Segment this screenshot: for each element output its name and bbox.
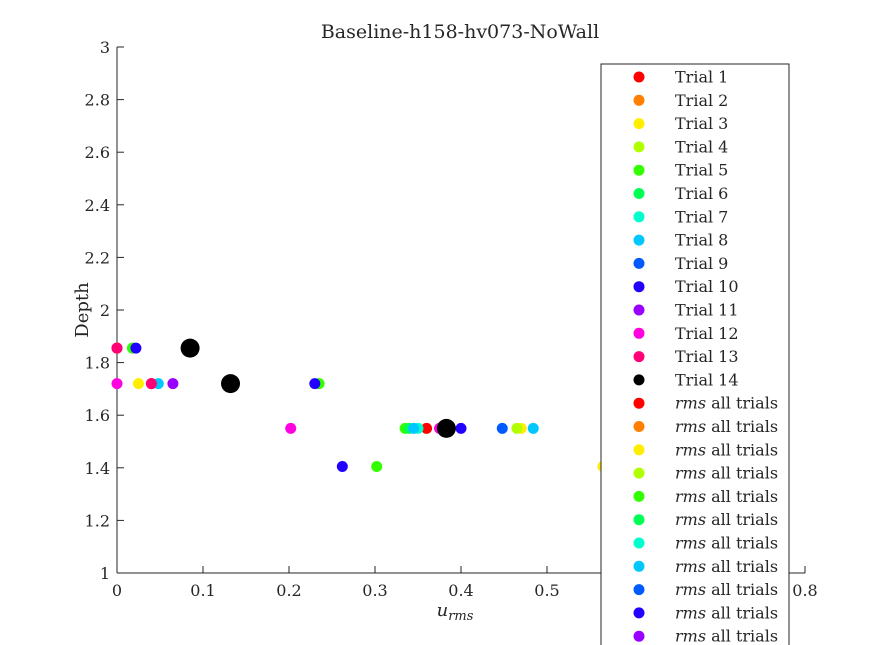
data-point bbox=[527, 422, 539, 434]
data-point bbox=[111, 378, 123, 390]
y-tick-label: 2.4 bbox=[85, 196, 110, 215]
legend-label: rms all trials bbox=[675, 464, 778, 483]
y-tick-label: 3 bbox=[100, 38, 110, 57]
legend-marker bbox=[633, 444, 645, 456]
legend-marker bbox=[633, 304, 645, 316]
y-tick-label: 1.4 bbox=[85, 459, 110, 478]
legend-marker bbox=[633, 141, 645, 153]
legend-label: Trial 13 bbox=[675, 347, 739, 366]
data-point bbox=[436, 418, 456, 438]
legend-marker bbox=[633, 234, 645, 246]
legend-label: rms all trials bbox=[675, 557, 778, 576]
legend-marker bbox=[633, 374, 645, 386]
legend-marker bbox=[633, 490, 645, 502]
legend-label: Trial 7 bbox=[675, 207, 728, 226]
data-point bbox=[111, 342, 123, 354]
legend-marker bbox=[633, 421, 645, 432]
x-axis-label-main: u bbox=[437, 600, 449, 621]
legend-label: Trial 5 bbox=[675, 161, 728, 180]
legend-marker bbox=[633, 188, 645, 199]
data-point bbox=[221, 374, 241, 394]
legend-label: rms all trials bbox=[675, 627, 778, 645]
legend-label: Trial 1 bbox=[675, 68, 728, 87]
legend-marker bbox=[633, 630, 645, 642]
legend-label: Trial 14 bbox=[675, 370, 739, 389]
x-tick-label: 0.1 bbox=[190, 581, 215, 600]
data-point bbox=[133, 378, 144, 390]
data-point bbox=[167, 378, 179, 390]
legend-label: Trial 12 bbox=[675, 324, 739, 343]
y-tick-label: 1.8 bbox=[85, 354, 110, 373]
data-point bbox=[145, 378, 157, 390]
data-point bbox=[371, 460, 383, 472]
legend-marker bbox=[633, 514, 645, 526]
legend-marker bbox=[633, 584, 645, 596]
legend-label: rms all trials bbox=[675, 440, 778, 459]
y-tick-label: 2 bbox=[100, 301, 110, 320]
legend-label: Trial 9 bbox=[675, 254, 728, 273]
y-axis-label: Depth bbox=[72, 282, 93, 338]
legend-marker bbox=[633, 94, 645, 106]
data-point bbox=[455, 422, 467, 434]
x-axis-label-subscript: rms bbox=[448, 609, 474, 624]
x-axis-label: urms bbox=[437, 600, 474, 624]
legend-label: rms all trials bbox=[675, 510, 778, 529]
legend-label: Trial 2 bbox=[675, 91, 728, 110]
x-tick-label: 0.4 bbox=[448, 581, 473, 600]
legend-label: Trial 8 bbox=[675, 231, 728, 250]
legend: Trial 1 Trial 2 Trial 3 Trial 4 Trial 5 Trial… bbox=[600, 63, 790, 645]
legend-label: Trial 11 bbox=[675, 301, 739, 320]
legend-label: rms all trials bbox=[675, 534, 778, 553]
data-points bbox=[111, 338, 609, 472]
legend-label: Trial 4 bbox=[675, 137, 728, 156]
x-tick-label: 0.5 bbox=[534, 581, 559, 600]
x-tick-label: 0.3 bbox=[362, 581, 387, 600]
legend-marker bbox=[633, 71, 645, 83]
legend-marker bbox=[633, 397, 645, 409]
legend-marker bbox=[633, 327, 645, 339]
data-point bbox=[130, 342, 142, 354]
legend-marker bbox=[633, 607, 645, 619]
legend-marker bbox=[633, 537, 645, 549]
data-point bbox=[180, 338, 200, 358]
legend-marker bbox=[633, 560, 645, 572]
legend-marker bbox=[633, 351, 645, 363]
chart-title: Baseline-h158-hv073-NoWall bbox=[321, 21, 599, 43]
y-tick-label: 1 bbox=[100, 564, 110, 583]
legend-label: rms all trials bbox=[675, 417, 778, 436]
y-tick-label: 2.6 bbox=[85, 143, 110, 162]
axes: 00.10.20.30.40.50.60.70.811.21.41.61.822… bbox=[85, 38, 818, 600]
legend-marker bbox=[633, 257, 645, 269]
data-point bbox=[496, 422, 508, 434]
x-tick-label: 0.2 bbox=[276, 581, 301, 600]
legend-label: rms all trials bbox=[675, 580, 778, 599]
data-point bbox=[511, 422, 523, 434]
legend-label: rms all trials bbox=[675, 487, 778, 506]
legend-label: rms all trials bbox=[675, 394, 778, 413]
data-point bbox=[309, 378, 321, 390]
legend-marker bbox=[633, 164, 645, 176]
data-point bbox=[336, 460, 348, 472]
legend-marker bbox=[633, 467, 645, 479]
x-tick-label: 0.8 bbox=[792, 581, 817, 600]
y-tick-label: 1.6 bbox=[85, 406, 110, 425]
legend-label: Trial 3 bbox=[675, 114, 728, 133]
data-point bbox=[421, 422, 433, 434]
legend-marker bbox=[633, 118, 645, 130]
legend-box bbox=[600, 63, 790, 645]
legend-label: rms all trials bbox=[675, 603, 778, 622]
y-tick-label: 1.2 bbox=[85, 511, 110, 530]
legend-marker bbox=[633, 281, 645, 293]
x-tick-label: 0 bbox=[112, 581, 122, 600]
y-tick-label: 2.8 bbox=[85, 91, 110, 110]
data-point bbox=[285, 422, 297, 434]
y-tick-label: 2.2 bbox=[85, 248, 110, 267]
legend-marker bbox=[633, 211, 645, 223]
legend-label: Trial 6 bbox=[675, 184, 728, 203]
data-point bbox=[408, 422, 420, 434]
legend-label: Trial 10 bbox=[675, 277, 739, 296]
